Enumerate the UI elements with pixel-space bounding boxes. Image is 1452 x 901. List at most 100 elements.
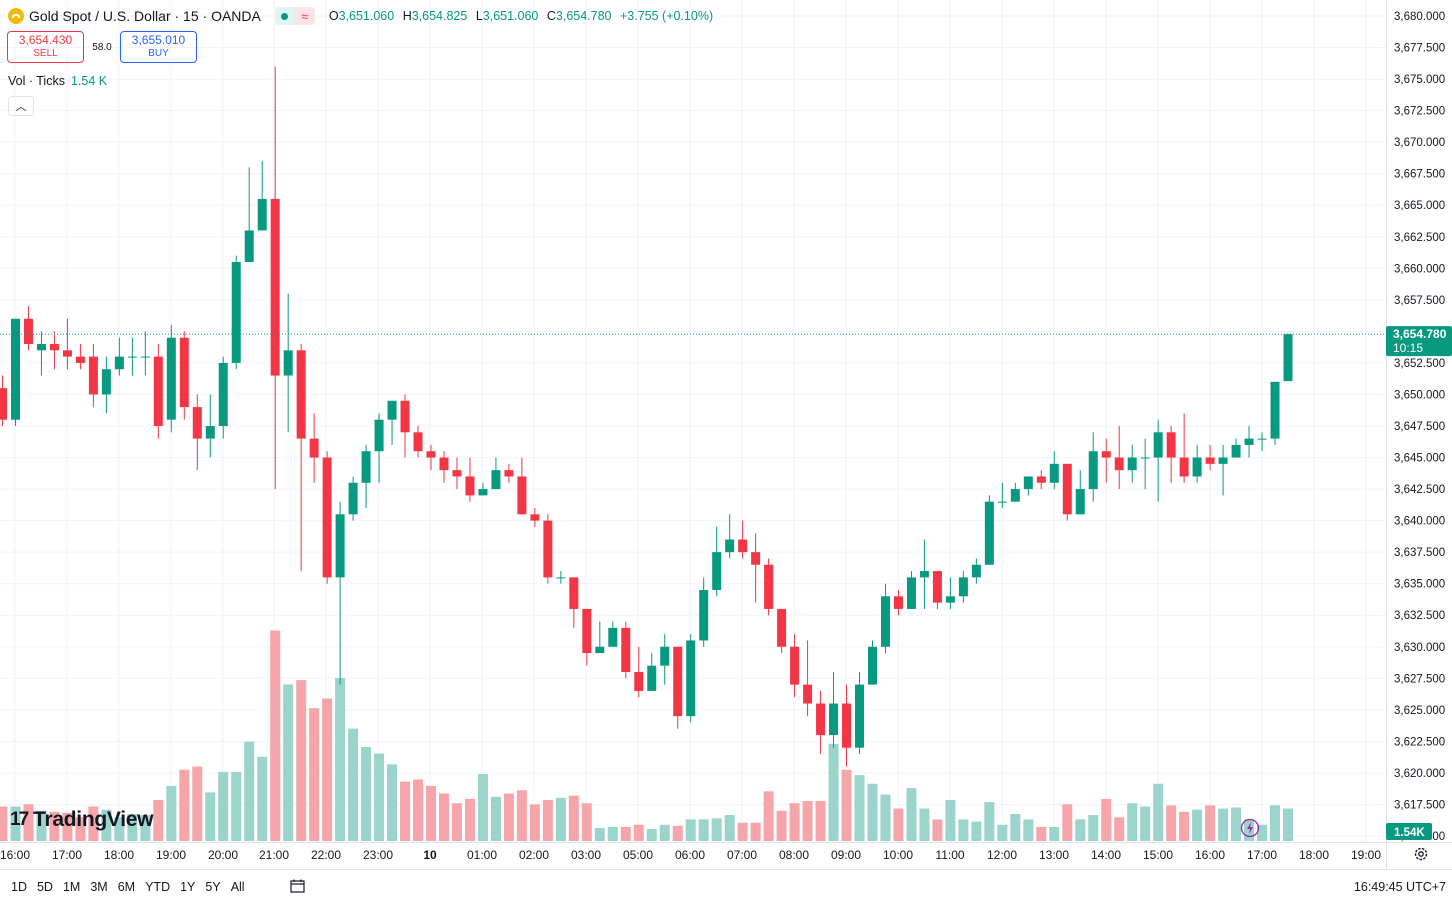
volume-bar [374,753,385,841]
collapse-legend-button[interactable]: ︿ [8,96,34,116]
time-tick-label: 17:00 [52,848,82,862]
volume-bar [1192,809,1203,841]
open-value: 3,651.060 [338,9,395,23]
range-ytd-button[interactable]: YTD [145,880,171,894]
market-status[interactable]: ≈ [274,7,315,25]
range-1y-button[interactable]: 1Y [180,880,196,894]
volume-bar [49,811,60,841]
volume-bar [984,802,995,841]
high-value: 3,654.825 [411,9,468,23]
sell-button[interactable]: 3,654.430 SELL [7,31,84,63]
candle-body [452,470,462,477]
range-all-button[interactable]: All [230,880,245,894]
candle-body [1192,457,1202,477]
volume-bar [0,806,8,841]
time-tick-label: 14:00 [1091,848,1121,862]
gear-icon[interactable] [1413,846,1429,862]
volume-bar [335,677,346,841]
candle-body [530,514,540,521]
candle-body [1127,457,1137,471]
sell-price: 3,654.430 [18,33,73,47]
clock-timezone[interactable]: 16:49:45 UTC+7 [1353,880,1446,894]
wave-icon[interactable]: ≈ [294,7,315,25]
volume-bar [958,819,969,841]
candle-body [309,438,319,458]
volume-bar [1166,805,1177,841]
chevron-up-icon: ︿ [15,101,27,113]
candle-body [205,426,215,439]
volume-legend[interactable]: Vol · Ticks 1.54 K [8,74,107,88]
candle-body [686,640,696,717]
candle-body [582,608,592,654]
volume-bar [23,804,34,841]
volume-bar [426,785,437,841]
volume-bar [945,799,956,841]
close-value: 3,654.780 [555,9,612,23]
volume-bar [529,804,540,841]
volume-bar [802,801,813,841]
volume-bar [633,824,644,841]
candle-body [36,344,46,351]
time-tick-label: 11:00 [935,848,964,862]
candle-body [361,451,371,483]
volume-bar [711,818,722,841]
candle-body [426,451,436,458]
price-tick-label: 3,670.000 [1394,137,1445,149]
candle-body [62,350,72,357]
candle-body [647,665,657,691]
candle-body [997,501,1007,503]
flash-icon[interactable] [1240,818,1260,838]
volume-bar [828,743,839,841]
candle-body [556,577,566,579]
price-axis[interactable]: 3,680.000 3,677.500 3,675.000 3,672.500 3,67… [1394,11,1445,843]
date-range-buttons: 1D 5D 1M 3M 6M YTD 1Y 5Y All [6,880,250,894]
candle-body [1166,432,1176,458]
volume-bar [244,741,255,841]
candle-body [1244,438,1254,445]
candle-body [1101,451,1111,458]
range-5d-button[interactable]: 5D [36,880,53,894]
range-3m-button[interactable]: 3M [90,880,108,894]
candle-body [621,627,631,672]
candle-body [725,539,735,553]
volume-bar [672,825,683,841]
candle-body [114,356,124,370]
candle-body [1075,489,1085,515]
candle-body [1179,457,1189,477]
candle-body [179,337,189,408]
candle-body [491,470,501,490]
volume-bar [698,819,709,841]
market-open-dot-icon[interactable] [274,7,295,25]
volume-bar [1010,814,1021,841]
range-6m-button[interactable]: 6M [117,880,136,894]
gold-coin-icon [8,8,24,24]
open-label: O [328,9,339,23]
price-tick-label: 3,675.000 [1394,74,1445,86]
candle-body [517,476,527,515]
range-5y-button[interactable]: 5Y [205,880,221,894]
calendar-goto-icon[interactable] [290,879,306,893]
range-1d-button[interactable]: 1D [11,880,27,894]
tradingview-logo-text: TradingView [33,808,154,831]
candle-body [958,577,968,597]
volume-bar [1023,819,1034,841]
candle-body [1257,438,1267,440]
volume-bar [867,783,878,841]
volume-bar [997,824,1008,841]
buy-button[interactable]: 3,655.010 BUY [120,31,197,63]
symbol-title[interactable]: Gold Spot / U.S. Dollar · 15 · OANDA [29,8,261,24]
time-axis[interactable]: 16:00 17:00 18:00 19:00 20:00 21:00 22:00 23:00… [0,848,1381,862]
time-tick-label: 13:00 [1039,848,1069,862]
candle-body [1283,334,1293,382]
candle-body [634,672,644,691]
volume-bar [659,824,670,841]
candle-body [270,198,280,376]
candle-body [984,501,994,565]
range-1m-button[interactable]: 1M [62,880,81,894]
candle-body [1023,476,1033,490]
volume-bar [283,684,294,841]
tradingview-logo[interactable]: 17 TradingView [10,808,153,832]
price-tick-label: 3,667.500 [1394,169,1445,181]
candle-body [75,356,85,363]
